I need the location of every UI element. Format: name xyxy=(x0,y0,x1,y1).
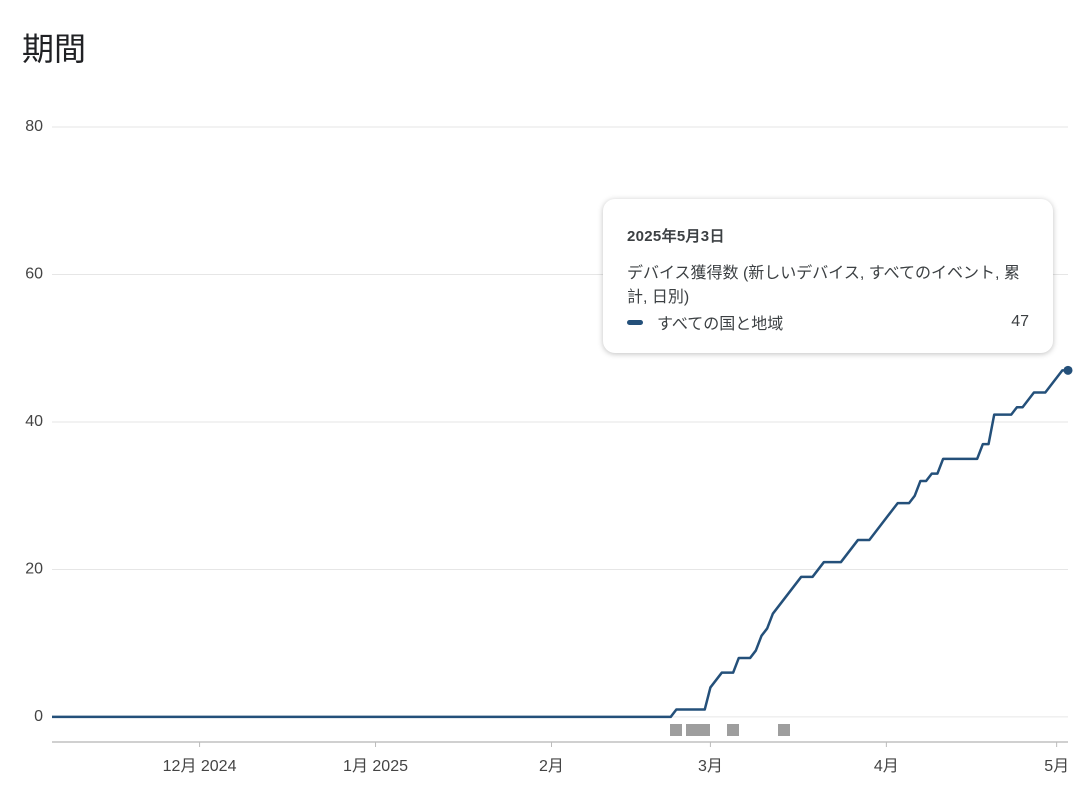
event-marker[interactable] xyxy=(686,724,698,736)
x-tick-label: 1月 2025 xyxy=(343,758,408,775)
y-tick-label: 20 xyxy=(25,561,43,578)
tooltip-row: すべての国と地域 47 xyxy=(627,310,1029,334)
legend-swatch xyxy=(627,319,643,325)
x-tick-label: 3月 xyxy=(698,758,723,775)
hover-point xyxy=(1063,365,1073,375)
event-marker[interactable] xyxy=(670,724,682,736)
series-line xyxy=(52,369,1068,719)
y-tick-label: 0 xyxy=(34,708,43,725)
legend-label: すべての国と地域 xyxy=(657,316,784,333)
page-title: 期間 xyxy=(22,31,87,67)
x-tick-label: 12月 2024 xyxy=(163,758,237,775)
x-tick-label: 4月 xyxy=(874,758,899,775)
event-marker[interactable] xyxy=(698,724,710,736)
y-tick-label: 40 xyxy=(25,413,43,430)
event-marker[interactable] xyxy=(727,724,739,736)
y-tick-label: 80 xyxy=(25,118,43,135)
event-marker[interactable] xyxy=(778,724,790,736)
tooltip-metric: デバイス獲得数 (新しいデバイス, すべてのイベント, 累計, 日別) xyxy=(627,265,1020,306)
x-tick-label: 2月 xyxy=(539,758,564,775)
x-tick-label: 5月 xyxy=(1044,758,1069,775)
plot: 0 20 40 60 80 12月 2024 1月 2025 2月 3月 4月 5月 xyxy=(25,118,1073,775)
tooltip-date: 2025年5月3日 xyxy=(627,228,725,245)
event-markers xyxy=(670,724,790,736)
tooltip: 2025年5月3日 デバイス獲得数 (新しいデバイス, すべてのイベント, 累計… xyxy=(603,199,1053,353)
tooltip-value: 47 xyxy=(1011,313,1029,330)
y-tick-label: 60 xyxy=(25,266,43,283)
